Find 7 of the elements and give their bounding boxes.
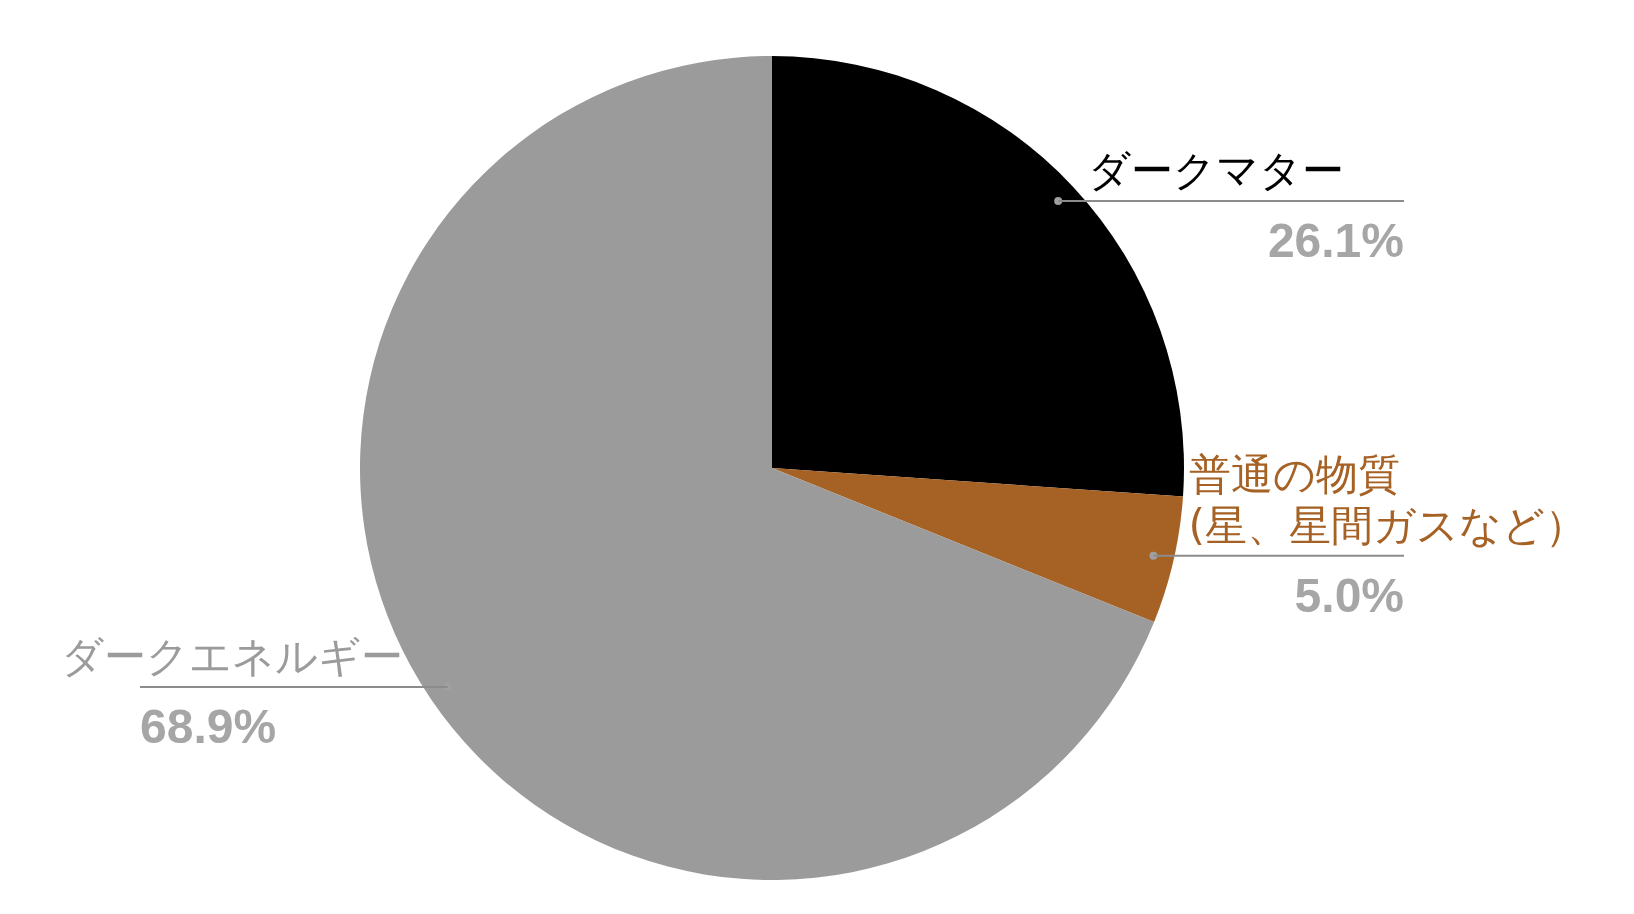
pie-slice [772,468,1184,623]
slice-label: ダークエネルギー [60,631,403,681]
data-label: 68.9% [140,699,277,753]
slice-label: ダークマター [1088,145,1345,195]
data-label: 5.0% [1294,568,1404,622]
data-label: 26.1% [1267,213,1404,267]
slice-label: 普通の物質 (星、星間ガスなど） [1188,450,1587,550]
